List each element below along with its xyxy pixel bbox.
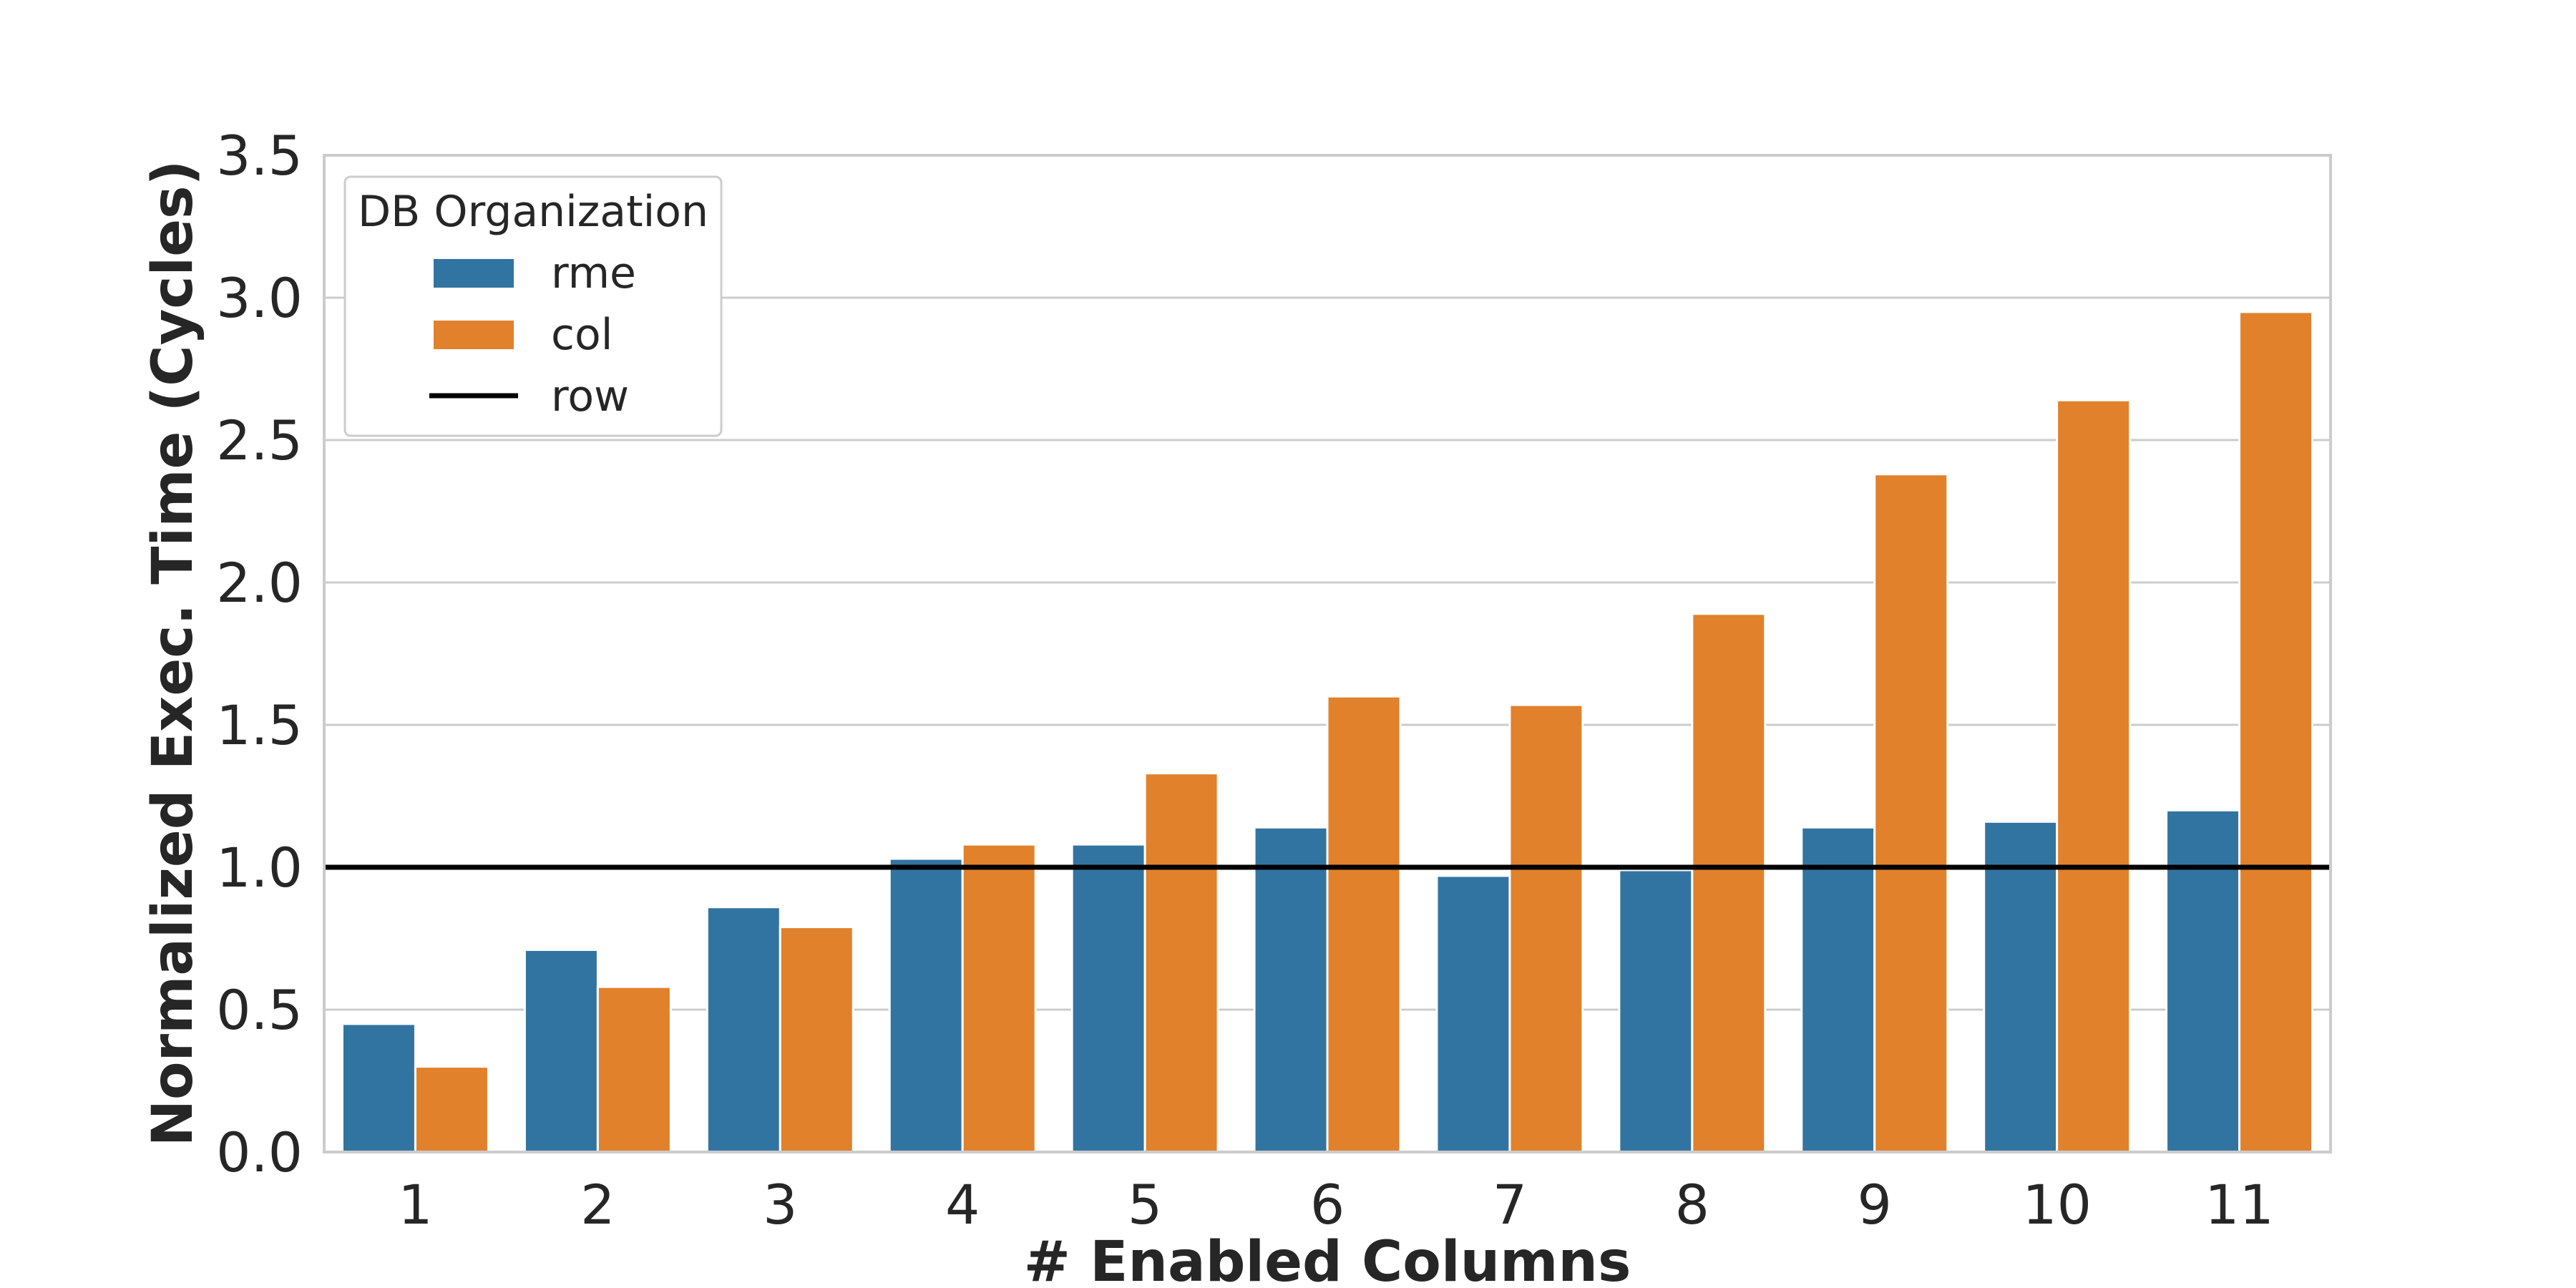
y-axis-ticks: 0.0 0.5 1.0 1.5 2.0 2.5 3.0 3.5 [216, 124, 303, 1184]
bar-rme-2 [523, 948, 599, 1153]
bar-rme-9 [1800, 826, 1876, 1153]
bar-col-9 [1873, 473, 1949, 1153]
y-tick-label: 3.5 [216, 124, 303, 187]
y-tick-label: 1.0 [216, 836, 303, 899]
y-tick-label: 0.0 [216, 1121, 303, 1184]
plot-frame [323, 154, 2332, 1153]
x-axis-title: # Enabled Columns [1024, 1230, 1631, 1288]
bar-rme-5 [1070, 843, 1146, 1153]
x-tick-label: 11 [2205, 1173, 2274, 1236]
x-tick-label: 4 [945, 1173, 980, 1236]
x-tick-label: 10 [2022, 1173, 2092, 1236]
x-tick-label: 8 [1675, 1173, 1709, 1236]
y-tick-label: 2.5 [216, 409, 303, 472]
x-tick-label: 3 [763, 1173, 797, 1236]
y-tick-label: 1.5 [216, 693, 303, 757]
bar-rme-10 [1983, 820, 2059, 1153]
bar-rme-7 [1435, 874, 1511, 1153]
bar-col-2 [596, 985, 672, 1153]
legend-box [343, 175, 723, 437]
legend-label-col: col [551, 310, 613, 360]
legend: DB Organization rme col row [343, 175, 723, 437]
bar-col-4 [961, 843, 1037, 1153]
x-tick-label: 9 [1858, 1173, 1892, 1236]
y-axis-title: Normalized Exec. Time (Cycles) [141, 160, 205, 1146]
x-tick-label: 7 [1493, 1173, 1527, 1236]
bar-col-7 [1508, 703, 1584, 1153]
bars [341, 311, 2314, 1153]
bar-rme-4 [888, 857, 964, 1153]
x-tick-label: 2 [580, 1173, 615, 1236]
bar-rme-1 [341, 1023, 416, 1153]
bar-col-6 [1326, 695, 1402, 1153]
legend-label-row: row [551, 371, 629, 421]
bar-rme-8 [1618, 869, 1694, 1153]
bar-col-5 [1143, 772, 1219, 1153]
bar-col-3 [779, 926, 854, 1153]
bar-col-1 [414, 1065, 489, 1153]
y-tick-label: 0.5 [216, 978, 303, 1042]
bar-col-11 [2238, 311, 2314, 1153]
bar-rme-11 [2165, 809, 2241, 1153]
x-tick-label: 5 [1128, 1173, 1162, 1236]
bar-rme-6 [1253, 826, 1329, 1153]
legend-swatch-rme [434, 259, 514, 288]
legend-swatch-col [434, 321, 514, 349]
bar-col-8 [1691, 613, 1767, 1153]
x-tick-label: 6 [1310, 1173, 1345, 1236]
y-tick-label: 3.0 [216, 266, 303, 330]
y-tick-label: 2.0 [216, 551, 303, 615]
legend-title: DB Organization [358, 187, 708, 237]
x-axis-ticks: 1 2 3 4 5 6 7 8 9 10 11 [398, 1173, 2274, 1236]
x-tick-label: 1 [398, 1173, 432, 1236]
bar-col-10 [2056, 399, 2132, 1153]
bar-rme-3 [706, 906, 781, 1153]
legend-label-rme: rme [551, 248, 636, 298]
